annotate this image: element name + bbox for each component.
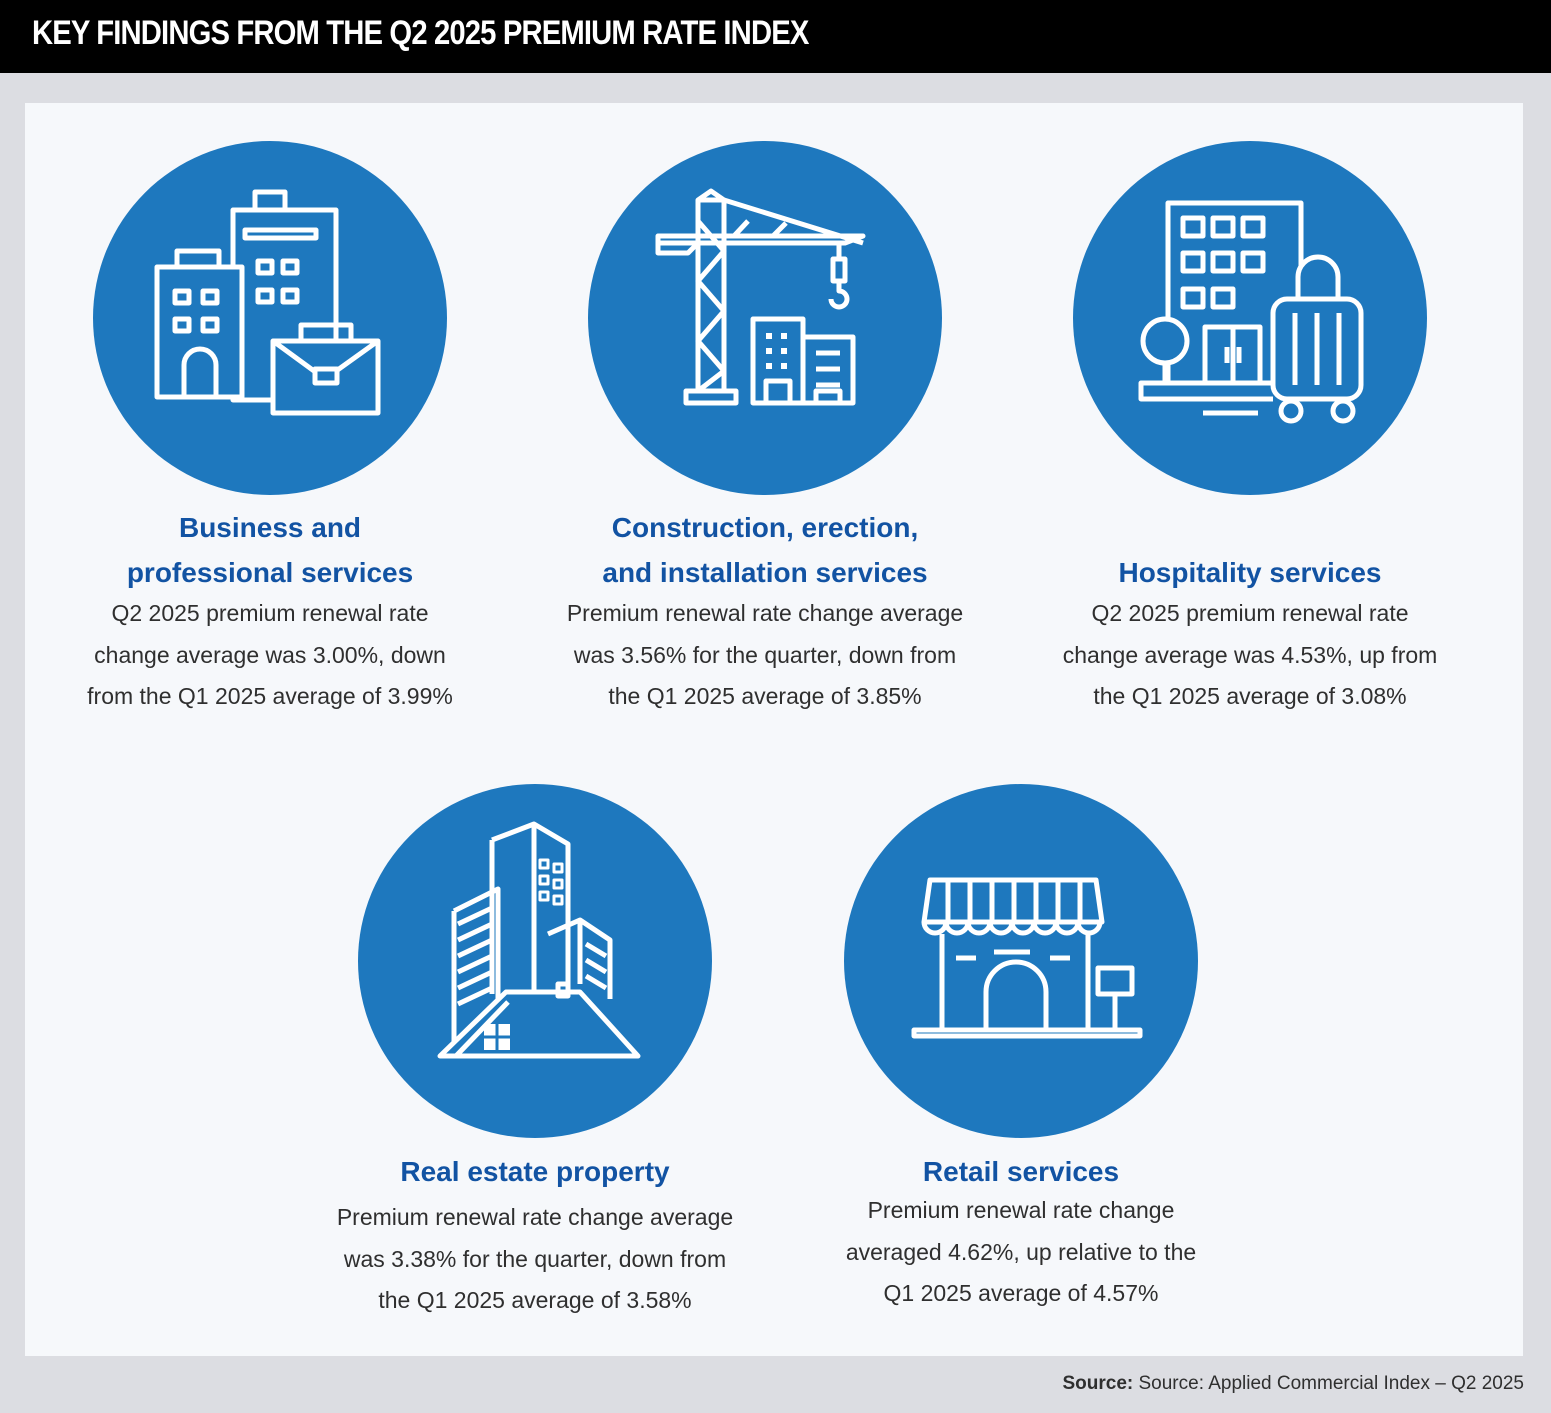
source-text: Source: Applied Commercial Index – Q2 20…: [1138, 1373, 1525, 1394]
card-description: Premium renewal rate change average was …: [566, 600, 964, 709]
card-description: Q2 2025 premium renewal rate change aver…: [1062, 600, 1438, 709]
page-title: KEY FINDINGS FROM THE Q2 2025 PREMIUM RA…: [32, 14, 809, 52]
card-heading: Construction, erection, and installation…: [602, 512, 928, 588]
hotel-luggage-icon: [1073, 141, 1427, 495]
card-description: Premium renewal rate change average was …: [336, 1204, 734, 1313]
source-label: Source:: [1062, 1373, 1134, 1394]
card-heading: Hospitality services: [1118, 557, 1382, 588]
card-heading: Real estate property: [400, 1156, 670, 1187]
office-buildings-briefcase-icon: [93, 141, 447, 495]
card-description: Q2 2025 premium renewal rate change aver…: [87, 600, 453, 709]
source-note: Source: Source: Applied Commercial Index…: [1062, 1373, 1524, 1395]
storefront-icon: [844, 784, 1198, 1138]
card-heading: Business and professional services: [126, 512, 414, 588]
real-estate-buildings-icon: [358, 784, 712, 1138]
construction-crane-icon: [588, 141, 942, 495]
card-heading: Retail services: [922, 1156, 1120, 1187]
title-bar: KEY FINDINGS FROM THE Q2 2025 PREMIUM RA…: [0, 0, 1551, 73]
card-description: Premium renewal rate change averaged 4.6…: [845, 1197, 1197, 1306]
